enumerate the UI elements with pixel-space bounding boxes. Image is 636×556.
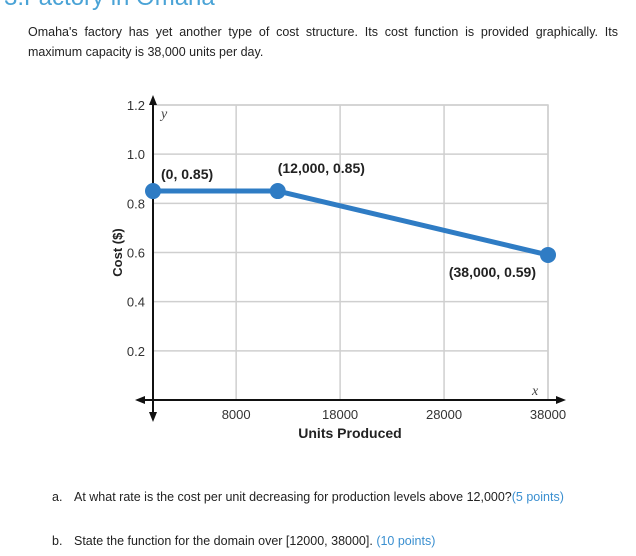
- point-label-2: (38,000, 0.59): [449, 264, 536, 280]
- question-a: a. At what rate is the cost per unit decr…: [52, 490, 564, 504]
- x-tick-label-0: 8000: [222, 407, 251, 422]
- y-tick-label-4: 1.0: [127, 147, 145, 162]
- cost-chart: 0.2 0.4 0.6 0.8 1.0 1.2 8000 18000 28000 38000 y x U…: [110, 95, 566, 441]
- y-tick-label-3: 0.8: [127, 196, 145, 211]
- question-a-text: At what rate is the cost per unit decrea…: [74, 490, 512, 504]
- data-point-1: [269, 183, 286, 200]
- data-point-2: [540, 246, 556, 263]
- x-axis-title: Units Produced: [298, 425, 401, 441]
- y-tick-label-0: 0.2: [127, 344, 145, 359]
- y-axis-arrow: [149, 95, 157, 105]
- data-point-0: [145, 183, 161, 200]
- y-tick-label-2: 0.6: [127, 246, 145, 261]
- point-label-0: (0, 0.85): [161, 166, 213, 182]
- question-a-points: (5 points): [511, 490, 564, 504]
- question-b: b. State the function for the domain over…: [52, 534, 435, 548]
- x-axis-symbol: x: [531, 384, 539, 399]
- question-b-letter: b.: [52, 534, 63, 548]
- y-axis-symbol: y: [159, 107, 168, 122]
- x-tick-label-1: 18000: [322, 407, 358, 422]
- x-tick-label-2: 28000: [426, 407, 462, 422]
- x-axis-left-arrow: [135, 396, 145, 404]
- question-b-text: State the function for the domain over […: [74, 534, 373, 548]
- problem-intro: Omaha's factory has yet another type of …: [28, 25, 618, 59]
- y-axis-title: Cost ($): [110, 228, 125, 276]
- x-tick-label-3: 38000: [530, 407, 566, 422]
- y-tick-label-1: 0.4: [127, 295, 145, 310]
- y-tick-label-5: 1.2: [127, 98, 145, 113]
- point-label-1: (12,000, 0.85): [278, 160, 365, 176]
- series-line-0: [153, 188, 549, 258]
- question-b-points: (10 points): [376, 534, 436, 548]
- x-axis-arrow: [556, 396, 566, 404]
- page-title: 3.Factory in Omaha: [4, 0, 215, 12]
- y-axis-down-arrow: [149, 412, 157, 422]
- question-a-letter: a.: [52, 490, 63, 504]
